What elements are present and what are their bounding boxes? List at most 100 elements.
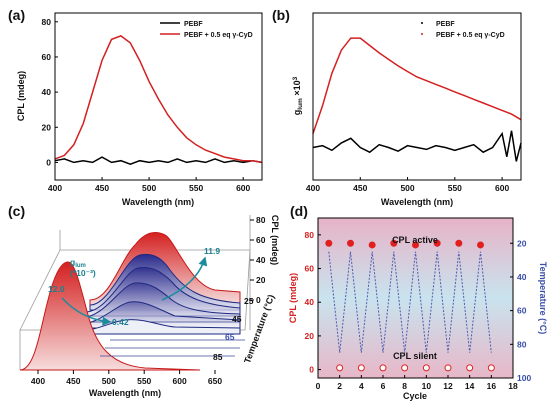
panel-d-cpl-point-9 bbox=[422, 364, 430, 372]
panel-a-legend: PEBF PEBF + 0.5 eq γ-CyD bbox=[160, 21, 253, 39]
panel-b-legend-marker-0 bbox=[421, 22, 423, 24]
spectrum-85C bbox=[69, 319, 241, 335]
panel-d-frame bbox=[317, 217, 514, 379]
panel-c-arrow-up bbox=[161, 256, 208, 301]
panel-c-temperature-tick-2: 65 bbox=[225, 332, 235, 342]
panel-b-xtick-label-0: 400 bbox=[306, 183, 320, 193]
panel-c-value-12-0: 12.0 bbox=[48, 284, 65, 294]
panel-d-cpl-point-12 bbox=[455, 239, 463, 247]
panel-d-xtick-label-5: 10 bbox=[422, 381, 432, 391]
panel-d-xtick-label-2: 4 bbox=[359, 381, 364, 391]
panel-d-ytick-left-label-4: 80 bbox=[305, 230, 315, 240]
panel-c-z-ticks: 0 20 40 60 80 bbox=[250, 215, 266, 305]
panel-a-series-0 bbox=[54, 156, 263, 166]
panel-a-xtick-label-0: 400 bbox=[48, 183, 62, 193]
panel-c-temperature-tick-3: 85 bbox=[213, 352, 223, 362]
panel-d-cpl-point-6 bbox=[390, 239, 398, 247]
panel-a-xtick-label-1: 450 bbox=[95, 183, 109, 193]
panel-d-cpl-point-15 bbox=[487, 364, 495, 372]
panel-c-glum-unit: (*10⁻³) bbox=[70, 268, 96, 278]
panel-d-ylabel-left: CPL (mdeg) bbox=[288, 273, 298, 323]
panel-c-xtick-label-5: 650 bbox=[208, 376, 222, 386]
panel-b: 400 450 500 550 600 (b) Wavelength (nm) glum… bbox=[272, 7, 522, 207]
panel-b-plot-area bbox=[312, 37, 522, 162]
panel-a-ytick-label-4: 80 bbox=[42, 17, 52, 27]
panel-d-ytick-left-label-2: 40 bbox=[305, 297, 315, 307]
panel-b-xtick-label-1: 450 bbox=[353, 183, 367, 193]
panel-b-ylabel: glum ×103 bbox=[292, 76, 304, 115]
panel-c-x-ticks: 400 450 500 550 600 650 bbox=[31, 370, 222, 386]
panel-a-xtick-label-4: 600 bbox=[236, 183, 250, 193]
panel-b-legend: PEBF PEBF + 0.5 eq γ-CyD bbox=[421, 21, 505, 39]
panel-c-ztick-label-3: 60 bbox=[256, 235, 266, 245]
panel-d-xtick-label-4: 8 bbox=[402, 381, 407, 391]
panel-d-cpl-point-14 bbox=[477, 241, 484, 249]
panel-c: (c) 11.9 12.0 0.42 glu bbox=[8, 203, 280, 398]
panel-d-ytick-left-label-1: 20 bbox=[305, 331, 315, 341]
panel-a-plot-area bbox=[54, 35, 263, 166]
panel-d-xtick-label-8: 16 bbox=[487, 381, 497, 391]
panel-d-ytick-right-label-3: 80 bbox=[517, 339, 527, 349]
panel-b-xlabel: Wavelength (nm) bbox=[381, 197, 453, 207]
panel-c-spectra bbox=[19, 232, 245, 371]
panel-d-cpl-point-8 bbox=[412, 241, 419, 249]
panel-a-frame bbox=[54, 12, 263, 181]
spectrum-front-25C bbox=[19, 261, 201, 371]
panel-a-xlabel: Wavelength (nm) bbox=[122, 197, 194, 207]
panel-a-ticks: 400 450 500 550 600 0 20 40 60 80 bbox=[42, 17, 251, 193]
panel-b-legend-label-1: PEBF + 0.5 eq γ-CyD bbox=[436, 32, 505, 39]
panel-d-ytick-right-label-4: 100 bbox=[517, 373, 531, 383]
panel-c-zlabel: CPL (mdeg) bbox=[270, 215, 280, 265]
panel-b-ticks: 400 450 500 550 600 bbox=[306, 177, 509, 193]
panel-b-frame bbox=[312, 12, 522, 181]
panel-c-ztick-label-4: 80 bbox=[256, 215, 266, 225]
panel-c-xtick-label-1: 450 bbox=[66, 376, 80, 386]
panel-c-ztick-label-1: 20 bbox=[256, 275, 266, 285]
panel-a-series-1 bbox=[54, 35, 263, 164]
panel-d-cpl-point-3 bbox=[357, 364, 365, 372]
panel-c-xtick-label-0: 400 bbox=[31, 376, 45, 386]
panel-a-xtick-label-2: 500 bbox=[142, 183, 156, 193]
panel-d-xtick-label-6: 12 bbox=[443, 381, 453, 391]
panel-c-xlabel: Wavelength (nm) bbox=[89, 388, 161, 398]
panel-d-plot-area bbox=[325, 239, 495, 372]
panel-d-ytick-right-label-1: 40 bbox=[517, 272, 527, 282]
panel-a-legend-label-0: PEBF bbox=[184, 21, 203, 28]
panel-d-cpl-point-0 bbox=[325, 239, 333, 247]
panel-d-cpl-point-5 bbox=[379, 364, 387, 372]
panel-d-cpl-point-7 bbox=[401, 364, 409, 372]
panel-d-temperature-line bbox=[328, 251, 492, 353]
panel-d-ylabel-right: Temperature (°C) bbox=[538, 262, 548, 334]
panel-b-xtick-label-2: 500 bbox=[400, 183, 414, 193]
panel-d-cpl-point-10 bbox=[433, 239, 441, 247]
panel-d-ytick-left-label-0: 0 bbox=[309, 365, 314, 375]
panel-d-cpl-point-13 bbox=[466, 364, 474, 372]
panel-d-cpl-point-1 bbox=[336, 364, 344, 372]
panel-c-temperature-tick-1: 45 bbox=[232, 314, 242, 324]
panel-d-label: (d) bbox=[290, 203, 308, 219]
panel-d-xtick-label-1: 2 bbox=[337, 381, 342, 391]
panel-b-legend-marker-1 bbox=[421, 33, 423, 35]
panel-c-xtick-label-2: 500 bbox=[102, 376, 116, 386]
panel-b-xtick-label-3: 550 bbox=[448, 183, 462, 193]
panel-b-series-0 bbox=[312, 130, 522, 162]
panel-a-ytick-label-1: 20 bbox=[42, 122, 52, 132]
panel-b-legend-label-0: PEBF bbox=[436, 21, 455, 28]
panel-c-label: (c) bbox=[8, 203, 25, 219]
panel-d-xtick-label-3: 6 bbox=[381, 381, 386, 391]
panel-d-cpl-point-4 bbox=[368, 241, 376, 249]
panel-c-ztick-label-2: 40 bbox=[256, 255, 266, 265]
panel-a-ytick-label-0: 0 bbox=[46, 157, 51, 167]
panel-c-xtick-label-3: 550 bbox=[137, 376, 151, 386]
panel-c-glum-label: glum bbox=[70, 257, 86, 269]
panel-a-ylabel: CPL (mdeg) bbox=[16, 71, 26, 121]
panel-d-annotation-active: CPL active bbox=[392, 235, 438, 245]
panel-c-value-11-9: 11.9 bbox=[204, 246, 220, 256]
panel-b-series-1 bbox=[312, 37, 522, 134]
panel-b-xtick-label-4: 600 bbox=[495, 183, 509, 193]
panel-a-legend-label-1: PEBF + 0.5 eq γ-CyD bbox=[184, 32, 253, 39]
panel-d-xtick-label-7: 14 bbox=[465, 381, 475, 391]
panel-d-ytick-right-label-0: 20 bbox=[517, 238, 527, 248]
